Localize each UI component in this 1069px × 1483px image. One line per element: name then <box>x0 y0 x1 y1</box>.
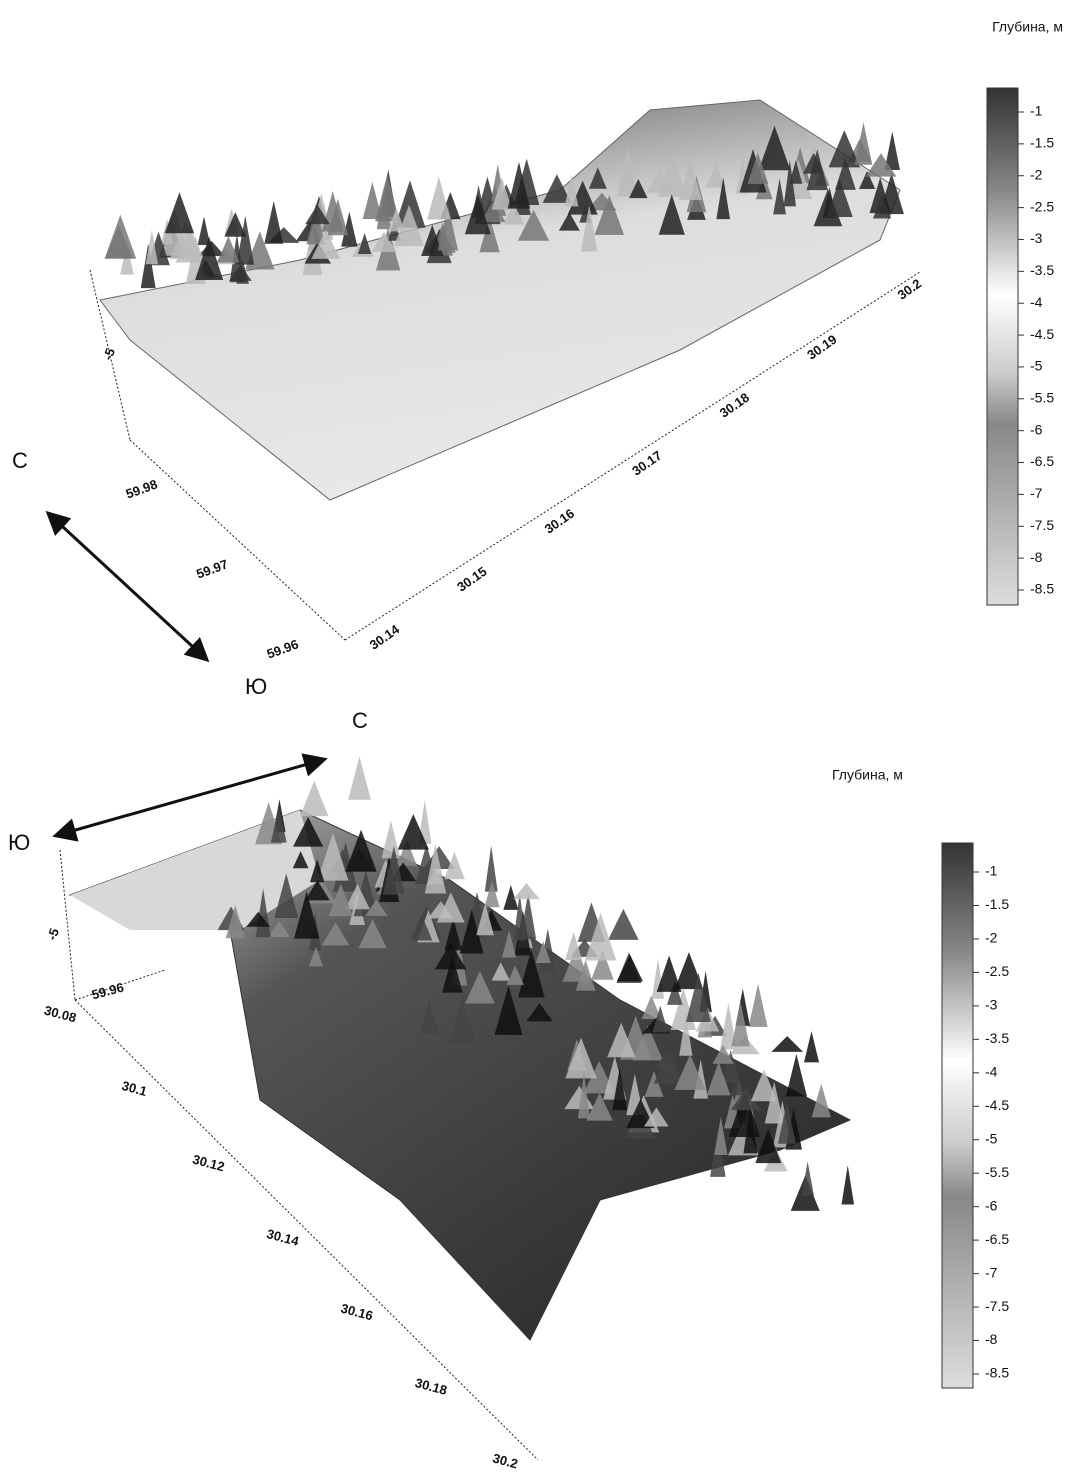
colorbar-label: -6 <box>1030 421 1043 437</box>
relief-spike <box>786 1054 807 1097</box>
colorbar-label: -5.5 <box>985 1164 1009 1180</box>
z-axis <box>60 850 75 1000</box>
relief-spike <box>104 215 136 259</box>
colorbar-label: -2.5 <box>1030 198 1054 214</box>
relief-spike <box>427 177 450 220</box>
colorbar-label: -6 <box>985 1197 998 1213</box>
colorbar-label: -7.5 <box>985 1298 1009 1314</box>
lon-tick-label: 30.16 <box>339 1301 374 1324</box>
colorbar-label: -6.5 <box>985 1231 1009 1247</box>
relief-spike <box>608 909 639 940</box>
lat-tick-label: 59.97 <box>194 556 230 581</box>
colorbar-label: -8 <box>1030 549 1043 565</box>
colorbar-label: -5.5 <box>1030 390 1054 406</box>
lon-tick-label: 30.14 <box>367 621 403 652</box>
colorbar-label: -3.5 <box>985 1030 1009 1046</box>
colorbar-label: -4.5 <box>985 1097 1009 1113</box>
colorbar-label: -4 <box>1030 294 1043 310</box>
lon-tick-label: 30.14 <box>265 1226 301 1249</box>
lat-tick-label: 59.96 <box>90 980 125 1003</box>
relief-spike <box>812 1084 831 1118</box>
relief-spike <box>300 781 328 816</box>
north-label: С <box>12 448 28 473</box>
colorbar-label: -7 <box>1030 485 1043 501</box>
colorbar-label: -5 <box>985 1130 998 1146</box>
lon-tick-label: 30.08 <box>43 1003 78 1026</box>
lon-tick-label: 30.19 <box>804 332 839 363</box>
colorbar-label: -8.5 <box>985 1365 1009 1381</box>
colorbar <box>942 843 973 1388</box>
relief-spike <box>165 192 194 233</box>
legend-title: Глубина, м <box>832 767 903 783</box>
colorbar-label: -2 <box>1030 166 1043 182</box>
colorbar-label: -7.5 <box>1030 517 1054 533</box>
colorbar-label: -1 <box>1030 103 1043 119</box>
colorbar-label: -6.5 <box>1030 453 1054 469</box>
colorbar-label: -4.5 <box>1030 326 1054 342</box>
lon-tick-label: 30.12 <box>191 1152 226 1175</box>
lon-tick-label: 30.2 <box>895 276 924 303</box>
colorbar-label: -3.5 <box>1030 262 1054 278</box>
colorbar-label: -1.5 <box>985 896 1009 912</box>
colorbar <box>987 88 1018 605</box>
panel-2: С Ю Глубина, м -5 -1 -1.5 -2 -2.5 -3 -3.5 -4 -4… <box>8 708 1009 1472</box>
relief-spike <box>381 821 400 859</box>
lon-tick-label: 30.15 <box>454 564 489 595</box>
colorbar-label: -2 <box>985 930 998 946</box>
colorbar-label: -3 <box>985 997 998 1013</box>
relief-spike <box>749 984 768 1027</box>
panel-1: С Ю Глубина, м -5 -1 -1.5 -2 -2.5 -3 -3.5 -4 -4… <box>12 19 1063 699</box>
south-label: Ю <box>8 830 30 855</box>
relief-spike <box>842 1165 855 1204</box>
south-label: Ю <box>245 674 267 699</box>
direction-arrow <box>50 515 205 658</box>
colorbar-label: -7 <box>985 1264 998 1280</box>
lon-tick-label: 30.2 <box>491 1450 519 1471</box>
lon-tick-label: 30.17 <box>629 448 664 479</box>
lon-tick-label: 30.18 <box>717 390 752 421</box>
lon-tick-label: 30.1 <box>120 1078 148 1099</box>
z-label: -5 <box>44 926 62 942</box>
north-label: С <box>352 708 368 733</box>
relief-spike <box>801 1162 813 1196</box>
colorbar-label: -8.5 <box>1030 581 1054 597</box>
relief-spike <box>363 182 382 219</box>
figure: С Ю Глубина, м -5 -1 -1.5 -2 -2.5 -3 -3.5 -4 -4… <box>0 0 1069 1483</box>
colorbar-label: -1.5 <box>1030 135 1054 151</box>
relief-spike <box>804 1031 819 1062</box>
relief-spike <box>513 883 540 899</box>
relief-spike <box>617 954 643 981</box>
colorbar-label: -8 <box>985 1331 998 1347</box>
legend-title: Глубина, м <box>992 19 1063 35</box>
lat-tick-label: 59.98 <box>124 476 160 501</box>
z-label: -5 <box>100 346 118 362</box>
colorbar-label: -2.5 <box>985 963 1009 979</box>
relief-spike <box>657 956 682 992</box>
colorbar-label: -4 <box>985 1064 998 1080</box>
colorbar-label: -5 <box>1030 358 1043 374</box>
relief-spike <box>264 201 283 244</box>
colorbar-label: -1 <box>985 863 998 879</box>
relief-spike <box>348 756 371 799</box>
lat-tick-label: 59.96 <box>265 636 301 661</box>
relief-spike <box>771 1036 803 1052</box>
colorbar-label: -3 <box>1030 230 1043 246</box>
lon-tick-label: 30.18 <box>413 1375 448 1398</box>
